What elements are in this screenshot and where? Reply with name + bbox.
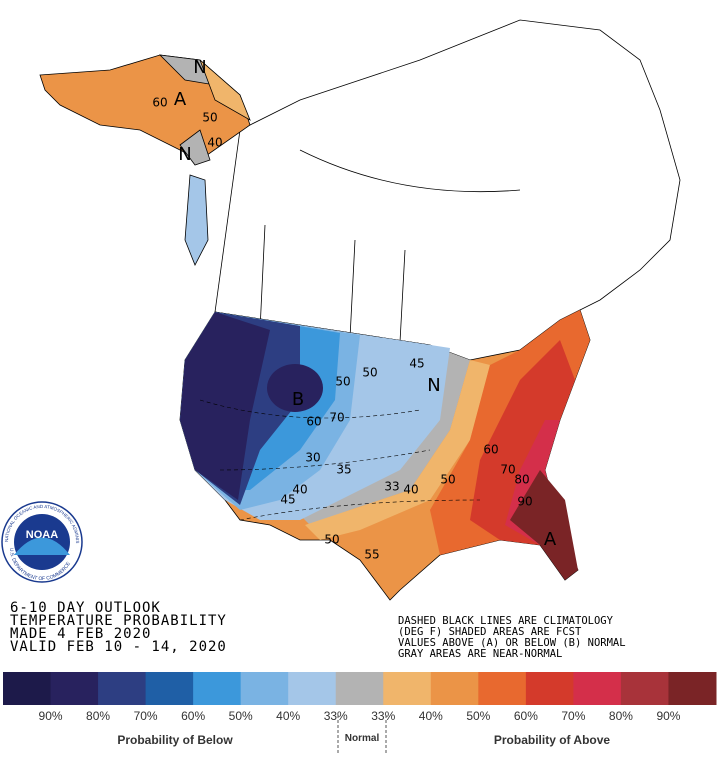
legend-swatch: [145, 672, 194, 705]
contour-label: 55: [364, 548, 379, 562]
legend-swatch: [98, 672, 147, 705]
legend-tick-label: 40%: [419, 709, 443, 723]
legend-swatch: [478, 672, 527, 705]
note-line: (DEG F) SHADED AREAS ARE FCST: [398, 626, 582, 638]
above-label: Probability of Above: [494, 733, 611, 747]
contour-label: 80: [514, 473, 529, 487]
notes: DASHED BLACK LINES ARE CLIMATOLOGY(DEG F…: [398, 615, 626, 660]
legend-swatch: [620, 672, 669, 705]
note-line: DASHED BLACK LINES ARE CLIMATOLOGY: [398, 615, 614, 627]
contour-label: 60: [483, 443, 498, 457]
map: [39, 19, 681, 601]
legend-swatch: [240, 672, 289, 705]
contour-label: B: [292, 389, 304, 410]
contour-label: N: [178, 144, 191, 165]
legend-tick-label: 50%: [466, 709, 490, 723]
contour-label: 45: [280, 493, 295, 507]
legend-tick-label: 50%: [229, 709, 253, 723]
legend-tick-label: 33%: [324, 709, 348, 723]
legend-tick-label: 60%: [181, 709, 205, 723]
legend-swatch: [383, 672, 432, 705]
note-line: GRAY AREAS ARE NEAR-NORMAL: [398, 648, 562, 660]
legend-swatch: [668, 672, 717, 705]
contour-label: 40: [292, 483, 307, 497]
contour-label: A: [544, 529, 557, 550]
legend-tick-label: 40%: [276, 709, 300, 723]
light-orange-band: [305, 360, 490, 540]
pacific-northwest-coast: [184, 174, 209, 266]
logo-wave: [14, 537, 70, 555]
contour-label: N: [427, 375, 440, 396]
contour-label: 33: [384, 480, 399, 494]
contour-label: 60: [152, 96, 167, 110]
legend-swatch: [525, 672, 574, 705]
legend-tick-label: 90%: [39, 709, 63, 723]
above-normal-darkest: [510, 470, 578, 580]
legend-tick-label: 60%: [514, 709, 538, 723]
header-line: 6-10 DAY OUTLOOK: [10, 600, 161, 616]
logo-text: NOAA: [26, 529, 58, 541]
legend-swatch: [573, 672, 622, 705]
below-label: Probability of Below: [117, 733, 233, 747]
legend-tick-label: 33%: [371, 709, 395, 723]
header-line: VALID FEB 10 - 14, 2020: [10, 639, 227, 655]
contour-label: 35: [336, 463, 351, 477]
contour-label: 50: [335, 375, 350, 389]
contour-label: 50: [362, 366, 377, 380]
contour-label: 45: [409, 357, 424, 371]
canada-outline: [214, 19, 681, 346]
contour-label: 90: [517, 495, 532, 509]
header-line: TEMPERATURE PROBABILITY: [10, 613, 227, 629]
alaska-light: [199, 59, 251, 121]
legend-swatch: [288, 672, 337, 705]
contour-label: 50: [202, 111, 217, 125]
contour-label: A: [174, 89, 187, 110]
header-line: MADE 4 FEB 2020: [10, 626, 151, 642]
legend-tick-label: 70%: [561, 709, 585, 723]
legend-swatch: [193, 672, 242, 705]
legend-swatch: [3, 672, 52, 705]
below-normal-core: [267, 364, 323, 412]
contour-label: N: [193, 57, 206, 78]
contour-label: 30: [305, 451, 320, 465]
note-line: VALUES ABOVE (A) OR BELOW (B) NORMAL: [398, 637, 626, 649]
contour-label: 40: [207, 136, 222, 150]
legend: 90% 80% 70% 60% 50% 40% 33% 33% 40% 50% 60% 70% 80% 9…: [3, 672, 717, 723]
legend-tick-label: 70%: [134, 709, 158, 723]
contour-label: 40: [403, 483, 418, 497]
legend-tick-label: 80%: [609, 709, 633, 723]
contour-label: 70: [329, 411, 344, 425]
state-lines: [199, 399, 481, 521]
below-normal-darkest: [180, 312, 270, 500]
legend-tick-label: 80%: [86, 709, 110, 723]
legend-swatch: [430, 672, 479, 705]
legend-tick-label: 90%: [656, 709, 680, 723]
legend-swatch: [335, 672, 384, 705]
contour-label: 60: [306, 415, 321, 429]
contour-label: 50: [324, 533, 339, 547]
normal-label: Normal: [345, 733, 380, 744]
legend-swatch: [50, 672, 99, 705]
contour-label: 70: [500, 463, 515, 477]
contour-label: 50: [440, 473, 455, 487]
